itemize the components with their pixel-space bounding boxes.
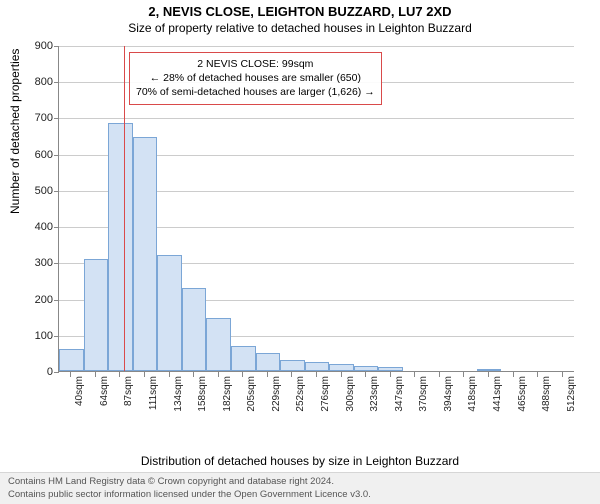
footer-line1: Contains HM Land Registry data © Crown c… — [8, 476, 592, 488]
plot-region: 0100200300400500600700800900 2 NEVIS CLO… — [58, 46, 574, 372]
y-tick — [54, 336, 59, 337]
y-tick-label: 900 — [35, 40, 53, 52]
x-tick — [537, 372, 538, 377]
marker-line — [124, 46, 125, 371]
histogram-bar — [256, 353, 281, 371]
x-tick-label: 323sqm — [369, 376, 380, 412]
gridline — [59, 118, 574, 119]
x-tick-label: 465sqm — [517, 376, 528, 412]
x-tick — [390, 372, 391, 377]
y-tick-label: 400 — [35, 221, 53, 233]
y-tick — [54, 82, 59, 83]
x-tick — [95, 372, 96, 377]
y-tick — [54, 227, 59, 228]
y-tick-label: 100 — [35, 330, 53, 342]
y-tick — [54, 300, 59, 301]
x-tick-label: 300sqm — [345, 376, 356, 412]
y-tick-label: 500 — [35, 185, 53, 197]
x-tick-label: 182sqm — [222, 376, 233, 412]
x-tick — [119, 372, 120, 377]
y-tick-label: 300 — [35, 257, 53, 269]
x-tick-label: 276sqm — [320, 376, 331, 412]
x-tick — [562, 372, 563, 377]
x-tick — [365, 372, 366, 377]
y-tick — [54, 372, 59, 373]
x-tick-label: 64sqm — [99, 376, 110, 406]
gridline — [59, 46, 574, 47]
histogram-bar — [157, 255, 182, 371]
x-tick — [414, 372, 415, 377]
x-tick — [341, 372, 342, 377]
x-tick-label: 205sqm — [246, 376, 257, 412]
page-subtitle: Size of property relative to detached ho… — [0, 21, 600, 35]
histogram-bar — [231, 346, 256, 371]
annotation-box: 2 NEVIS CLOSE: 99sqm ← 28% of detached h… — [129, 52, 382, 105]
histogram-bar — [354, 366, 379, 371]
footer: Contains HM Land Registry data © Crown c… — [0, 472, 600, 504]
footer-line2: Contains public sector information licen… — [8, 489, 592, 501]
x-tick-label: 394sqm — [443, 376, 454, 412]
histogram-bar — [59, 349, 84, 371]
x-tick — [439, 372, 440, 377]
histogram-bar — [206, 318, 231, 371]
x-tick-label: 370sqm — [418, 376, 429, 412]
x-tick — [488, 372, 489, 377]
x-tick-label: 229sqm — [271, 376, 282, 412]
x-tick-label: 488sqm — [541, 376, 552, 412]
page-title: 2, NEVIS CLOSE, LEIGHTON BUZZARD, LU7 2X… — [0, 4, 600, 19]
x-tick-label: 441sqm — [492, 376, 503, 412]
y-tick — [54, 155, 59, 156]
x-tick — [463, 372, 464, 377]
histogram-bar — [133, 137, 158, 371]
histogram-bar — [108, 123, 133, 371]
x-tick — [242, 372, 243, 377]
x-tick — [316, 372, 317, 377]
x-tick-label: 40sqm — [74, 376, 85, 406]
histogram-bar — [305, 362, 330, 371]
x-tick — [218, 372, 219, 377]
y-tick-label: 700 — [35, 112, 53, 124]
y-tick — [54, 46, 59, 47]
y-tick-label: 800 — [35, 76, 53, 88]
histogram-bar — [182, 288, 207, 371]
y-tick — [54, 191, 59, 192]
x-tick-label: 347sqm — [394, 376, 405, 412]
x-tick-label: 418sqm — [467, 376, 478, 412]
y-tick-label: 0 — [47, 366, 53, 378]
x-axis-title: Distribution of detached houses by size … — [0, 454, 600, 468]
histogram-bar — [477, 369, 502, 371]
histogram-bar — [84, 259, 109, 371]
x-tick-label: 111sqm — [148, 376, 159, 410]
x-tick-label: 87sqm — [123, 376, 134, 406]
y-tick-label: 600 — [35, 149, 53, 161]
x-tick — [169, 372, 170, 377]
histogram-bar — [329, 364, 354, 371]
annotation-line2: ← 28% of detached houses are smaller (65… — [136, 71, 375, 85]
chart-area: 0100200300400500600700800900 2 NEVIS CLO… — [58, 46, 574, 408]
x-tick-label: 158sqm — [197, 376, 208, 412]
x-tick-label: 134sqm — [173, 376, 184, 412]
y-tick — [54, 263, 59, 264]
x-tick — [193, 372, 194, 377]
x-tick-label: 252sqm — [295, 376, 306, 412]
x-tick — [267, 372, 268, 377]
histogram-bar — [280, 360, 305, 371]
x-tick — [144, 372, 145, 377]
x-tick-label: 512sqm — [566, 376, 577, 412]
annotation-line3: 70% of semi-detached houses are larger (… — [136, 85, 375, 99]
histogram-bar — [378, 367, 403, 371]
y-tick-label: 200 — [35, 294, 53, 306]
x-tick — [70, 372, 71, 377]
x-tick — [291, 372, 292, 377]
y-axis-title: Number of detached properties — [8, 49, 22, 214]
annotation-line1: 2 NEVIS CLOSE: 99sqm — [136, 57, 375, 71]
x-tick — [513, 372, 514, 377]
y-tick — [54, 118, 59, 119]
